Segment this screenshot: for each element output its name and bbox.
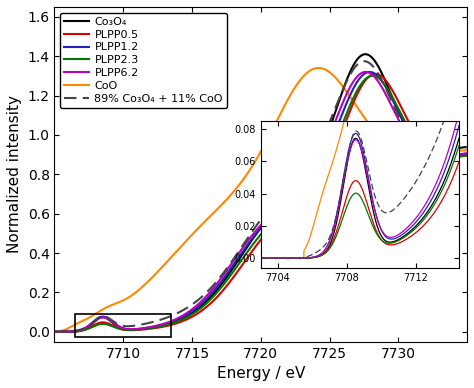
Bar: [75, 314, 172, 337]
X-axis label: Energy / eV: Energy / eV: [217, 366, 305, 381]
Y-axis label: Normalized intensity: Normalized intensity: [7, 95, 22, 253]
Legend: Co₃O₄, PLPP0.5, PLPP1.2, PLPP2.3, PLPP6.2, CoO, 89% Co₃O₄ + 11% CoO: Co₃O₄, PLPP0.5, PLPP1.2, PLPP2.3, PLPP6.…: [60, 12, 228, 108]
